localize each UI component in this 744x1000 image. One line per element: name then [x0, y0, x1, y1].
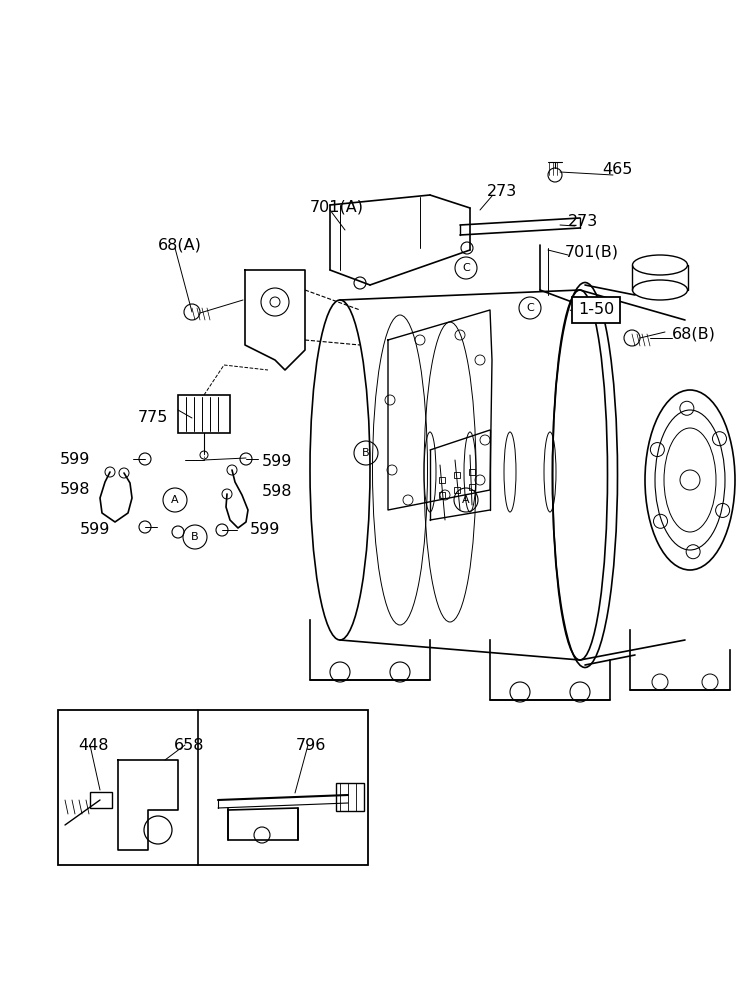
Text: 599: 599: [250, 522, 280, 538]
Bar: [178, 395, 230, 433]
Bar: [336, 783, 364, 811]
Bar: [454, 472, 460, 478]
Bar: [58, 710, 368, 865]
Bar: [469, 469, 475, 475]
Text: 68(A): 68(A): [158, 237, 202, 252]
Bar: [439, 477, 445, 483]
Text: C: C: [526, 303, 534, 313]
Text: 1-50: 1-50: [578, 302, 614, 318]
Text: 599: 599: [262, 454, 292, 470]
Text: B: B: [191, 532, 199, 542]
Text: 701(B): 701(B): [565, 244, 619, 259]
Text: 796: 796: [296, 738, 327, 752]
Bar: [90, 792, 112, 808]
Text: B: B: [362, 448, 370, 458]
Text: 701(A): 701(A): [310, 200, 364, 215]
Text: 599: 599: [80, 522, 110, 538]
Text: 775: 775: [138, 410, 168, 426]
Text: 465: 465: [602, 162, 632, 178]
Text: 598: 598: [60, 483, 91, 497]
Text: 658: 658: [174, 738, 205, 752]
Text: 599: 599: [60, 452, 90, 468]
Text: 448: 448: [78, 738, 109, 752]
Bar: [469, 484, 475, 490]
Bar: [439, 492, 445, 498]
Bar: [454, 487, 460, 493]
Text: 598: 598: [262, 485, 292, 499]
Text: A: A: [171, 495, 179, 505]
Text: 273: 273: [487, 184, 517, 200]
Text: A: A: [462, 495, 469, 505]
Text: C: C: [462, 263, 470, 273]
Text: 68(B): 68(B): [672, 326, 716, 342]
Text: 273: 273: [568, 215, 598, 230]
